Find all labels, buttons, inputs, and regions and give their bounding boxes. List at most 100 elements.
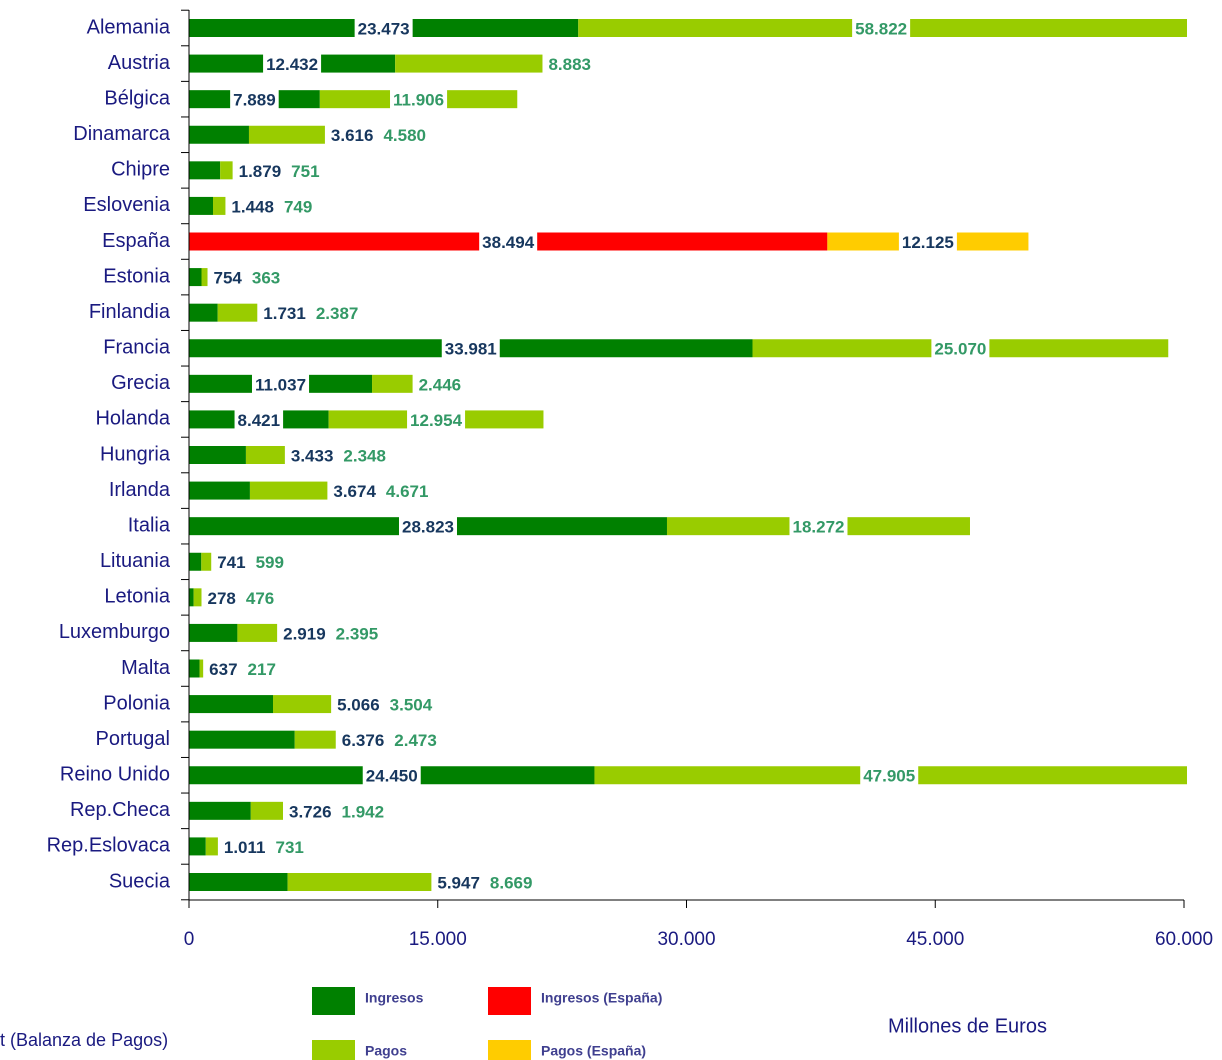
y-tick-label: Lituania: [100, 550, 171, 572]
y-tick-label: Eslovenia: [83, 194, 171, 216]
data-label: 637: [209, 660, 237, 679]
data-label: 11.037: [255, 375, 306, 394]
data-label: 2.473: [394, 731, 437, 750]
data-label: 3.433: [291, 446, 334, 465]
data-label: 25.070: [934, 340, 986, 359]
y-tick-label: Austria: [108, 52, 171, 74]
bar: [249, 481, 328, 500]
data-label: 28.823: [402, 518, 454, 537]
y-tick-label: Estonia: [103, 265, 171, 287]
data-label: 12.125: [902, 233, 954, 252]
label-bg: [415, 372, 465, 395]
label-bg: [242, 586, 278, 609]
label-bg: [204, 586, 239, 609]
bar: [250, 801, 283, 820]
data-label: 754: [214, 269, 243, 288]
bar: [189, 161, 221, 180]
bar: [201, 268, 208, 287]
data-label: 4.671: [386, 482, 429, 501]
legend-swatch: [488, 1040, 531, 1060]
label-bg: [220, 835, 269, 858]
y-tick-label: Bélgica: [104, 87, 170, 109]
y-tick-label: Malta: [121, 657, 171, 679]
bar: [248, 125, 325, 144]
label-bg: [486, 871, 536, 893]
bar: [273, 695, 332, 714]
data-label: 47.905: [863, 767, 915, 786]
label-bg: [287, 444, 337, 466]
bar: [237, 623, 278, 642]
label-bg: [234, 408, 284, 431]
bar: [287, 873, 432, 891]
data-label: 12.432: [266, 55, 318, 74]
label-bg: [382, 479, 432, 502]
label-bg: [244, 657, 279, 680]
label-bg: [390, 88, 448, 111]
x-tick-label: 45.000: [906, 929, 964, 950]
data-label: 217: [248, 660, 276, 679]
data-label: 2.446: [419, 375, 462, 394]
y-tick-label: Luxemburgo: [59, 621, 170, 643]
label-bg: [860, 764, 919, 787]
data-label: 18.272: [792, 518, 844, 537]
label-bg: [214, 550, 249, 573]
data-label: 599: [256, 553, 284, 572]
data-label: 3.504: [390, 696, 433, 715]
label-bg: [235, 159, 285, 182]
legend-swatch: [488, 987, 531, 1015]
label-bg: [545, 52, 595, 75]
label-bg: [340, 444, 389, 466]
label-bg: [251, 372, 310, 395]
data-label: 7.889: [233, 91, 276, 110]
bar: [189, 196, 214, 215]
data-label: 1.942: [342, 802, 385, 821]
data-label: 58.822: [855, 19, 907, 38]
legend-label: Pagos: [365, 1043, 407, 1059]
label-bg: [248, 266, 284, 289]
y-tick-label: Finlandia: [89, 301, 171, 323]
bar: [189, 623, 238, 642]
y-tick-label: Polonia: [103, 692, 171, 714]
data-label: 363: [252, 269, 280, 288]
legend-swatch: [312, 987, 355, 1015]
data-label: 1.011: [224, 838, 266, 857]
data-label: 751: [291, 162, 319, 181]
data-label: 731: [275, 838, 303, 857]
bar: [220, 161, 233, 180]
y-tick-label: Chipre: [111, 159, 170, 181]
data-label: 12.954: [410, 411, 463, 430]
label-bg: [441, 337, 500, 360]
data-label: 2.395: [336, 624, 379, 643]
data-label: 1.731: [263, 304, 306, 323]
bar: [294, 730, 336, 749]
legend-label: Ingresos: [365, 990, 424, 1006]
data-label: 278: [208, 589, 236, 608]
x-tick-label: 30.000: [657, 929, 715, 950]
bar: [189, 552, 202, 571]
label-bg: [386, 693, 436, 716]
data-label: 2.919: [283, 624, 326, 643]
label-bg: [288, 159, 323, 182]
label-bg: [398, 515, 457, 538]
data-label: 1.879: [239, 162, 282, 181]
bar: [189, 873, 288, 891]
data-label: 2.348: [343, 446, 386, 465]
data-label: 8.669: [490, 873, 533, 892]
bar: [189, 801, 251, 820]
bar: [189, 695, 274, 714]
bar: [189, 446, 246, 464]
bar: [189, 730, 295, 749]
label-bg: [312, 301, 362, 324]
data-label: 3.674: [333, 482, 376, 501]
data-label: 5.066: [337, 696, 380, 715]
label-bg: [327, 123, 377, 146]
bar: [189, 303, 218, 322]
y-tick-label: Italia: [128, 514, 171, 536]
label-bg: [206, 657, 241, 680]
legend-label: Pagos (España): [541, 1043, 646, 1059]
legend-label: Ingresos (España): [541, 990, 662, 1006]
y-tick-label: Portugal: [96, 728, 171, 750]
bar: [372, 374, 413, 393]
y-tick-label: Suecia: [109, 870, 171, 892]
